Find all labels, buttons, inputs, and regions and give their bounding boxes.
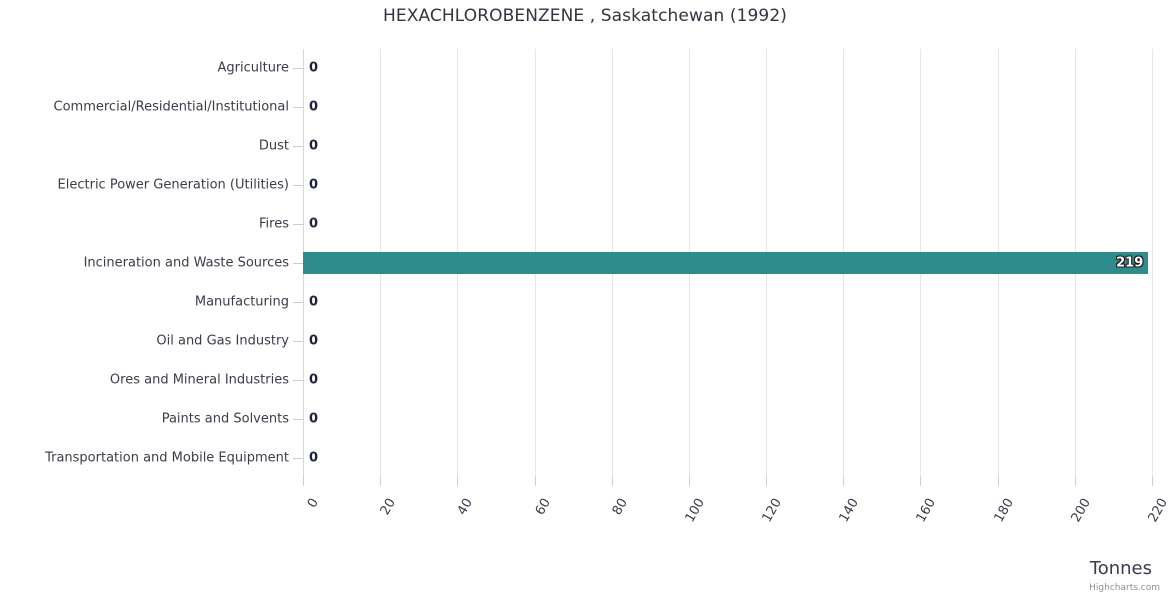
y-axis-tick bbox=[293, 458, 303, 459]
x-axis-tick bbox=[689, 477, 690, 486]
x-axis-tick bbox=[920, 477, 921, 486]
x-axis-label: 120 bbox=[759, 496, 786, 526]
bar-data-label: 0 bbox=[309, 177, 319, 193]
bar-data-label: 0 bbox=[309, 372, 319, 388]
y-axis-label: Fires bbox=[259, 216, 289, 232]
bar-data-label: 0 bbox=[309, 450, 319, 466]
x-axis-tick bbox=[843, 477, 844, 486]
y-axis-label: Electric Power Generation (Utilities) bbox=[57, 177, 289, 193]
bar-data-label: 0 bbox=[309, 333, 319, 349]
x-axis-label: 0 bbox=[304, 496, 322, 511]
x-axis-tick bbox=[766, 477, 767, 486]
x-axis-label: 100 bbox=[682, 496, 708, 526]
bar-data-label: 0 bbox=[309, 99, 319, 115]
x-axis-tick bbox=[380, 477, 381, 486]
x-axis-title: Tonnes bbox=[1089, 558, 1152, 579]
bar[interactable] bbox=[303, 252, 1149, 274]
y-axis-tick bbox=[293, 146, 303, 147]
x-axis-tick bbox=[535, 477, 536, 486]
y-axis-label: Incineration and Waste Sources bbox=[83, 255, 289, 271]
chart-title: HEXACHLOROBENZENE , Saskatchewan (1992) bbox=[383, 6, 787, 26]
x-axis-tick bbox=[303, 477, 304, 486]
y-axis-tick bbox=[293, 341, 303, 342]
x-axis-tick bbox=[457, 477, 458, 486]
y-axis-tick bbox=[293, 107, 303, 108]
y-axis-label: Manufacturing bbox=[194, 294, 289, 310]
y-axis-label: Paints and Solvents bbox=[161, 411, 289, 427]
y-axis-tick bbox=[293, 263, 303, 264]
bar-data-label: 0 bbox=[309, 60, 319, 76]
x-axis-tick bbox=[998, 477, 999, 486]
x-axis-label: 200 bbox=[1068, 496, 1094, 526]
bar-data-label: 219 bbox=[1116, 255, 1144, 271]
x-axis-label: 80 bbox=[609, 496, 631, 518]
y-axis-tick bbox=[293, 185, 303, 186]
x-axis-label: 160 bbox=[914, 496, 940, 526]
bar-data-label: 0 bbox=[309, 138, 319, 154]
x-axis-label: 180 bbox=[991, 496, 1017, 526]
bar-data-label: 0 bbox=[309, 294, 319, 310]
y-axis-label: Commercial/Residential/Institutional bbox=[53, 99, 290, 115]
y-axis-tick bbox=[293, 302, 303, 303]
y-axis-label: Agriculture bbox=[217, 60, 290, 76]
x-axis-label: 40 bbox=[455, 496, 477, 518]
y-axis-label: Oil and Gas Industry bbox=[156, 333, 289, 349]
y-axis-tick bbox=[293, 419, 303, 420]
x-axis-tick bbox=[1075, 477, 1076, 486]
bar-data-label: 0 bbox=[309, 216, 319, 232]
y-axis-tick bbox=[293, 68, 303, 69]
x-axis-label: 20 bbox=[377, 496, 400, 518]
x-axis-tick bbox=[1152, 477, 1153, 486]
y-axis-tick bbox=[293, 380, 303, 381]
y-axis-label: Ores and Mineral Industries bbox=[109, 372, 289, 388]
x-axis-label: 140 bbox=[836, 496, 863, 526]
bar-data-label: 0 bbox=[309, 411, 319, 427]
gridline bbox=[1152, 49, 1153, 477]
x-axis-label: 60 bbox=[532, 496, 554, 518]
y-axis-label: Transportation and Mobile Equipment bbox=[45, 450, 289, 466]
highcharts-credits[interactable]: Highcharts.com bbox=[1089, 583, 1160, 593]
y-axis-label: Dust bbox=[258, 138, 289, 154]
y-axis-tick bbox=[293, 224, 303, 225]
x-axis-tick bbox=[612, 477, 613, 486]
